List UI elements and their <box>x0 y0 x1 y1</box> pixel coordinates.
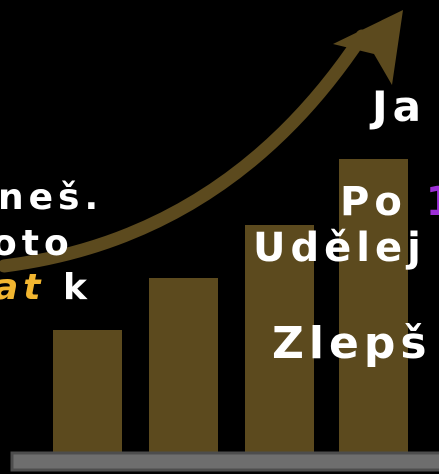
left-text-line-2: oto <box>0 223 74 264</box>
growth-arrow-curve <box>0 29 369 273</box>
growth-bar-1 <box>53 330 122 453</box>
growth-bars-group <box>53 159 408 453</box>
right-text-line-3: Udělej <box>253 225 426 271</box>
growth-arrow-head <box>333 10 403 85</box>
growth-bar-4 <box>339 159 408 453</box>
chart-base-platform <box>10 451 439 472</box>
left-text-highlight: at <box>0 267 46 308</box>
growth-bar-3 <box>245 225 314 453</box>
right-text-line-1: Ja <box>372 82 426 131</box>
right-text-line-4: Zlepš <box>272 318 432 369</box>
left-text-line-3-rest: k <box>45 267 92 308</box>
right-text-line-2-main: Po <box>340 179 407 225</box>
growth-bar-2 <box>149 278 218 453</box>
right-text-line-2: Po 1 <box>340 182 439 222</box>
left-text-line-1: neš. <box>0 177 104 218</box>
right-text-accent: 1 <box>426 179 439 225</box>
left-text-line-3: at k <box>0 270 92 306</box>
